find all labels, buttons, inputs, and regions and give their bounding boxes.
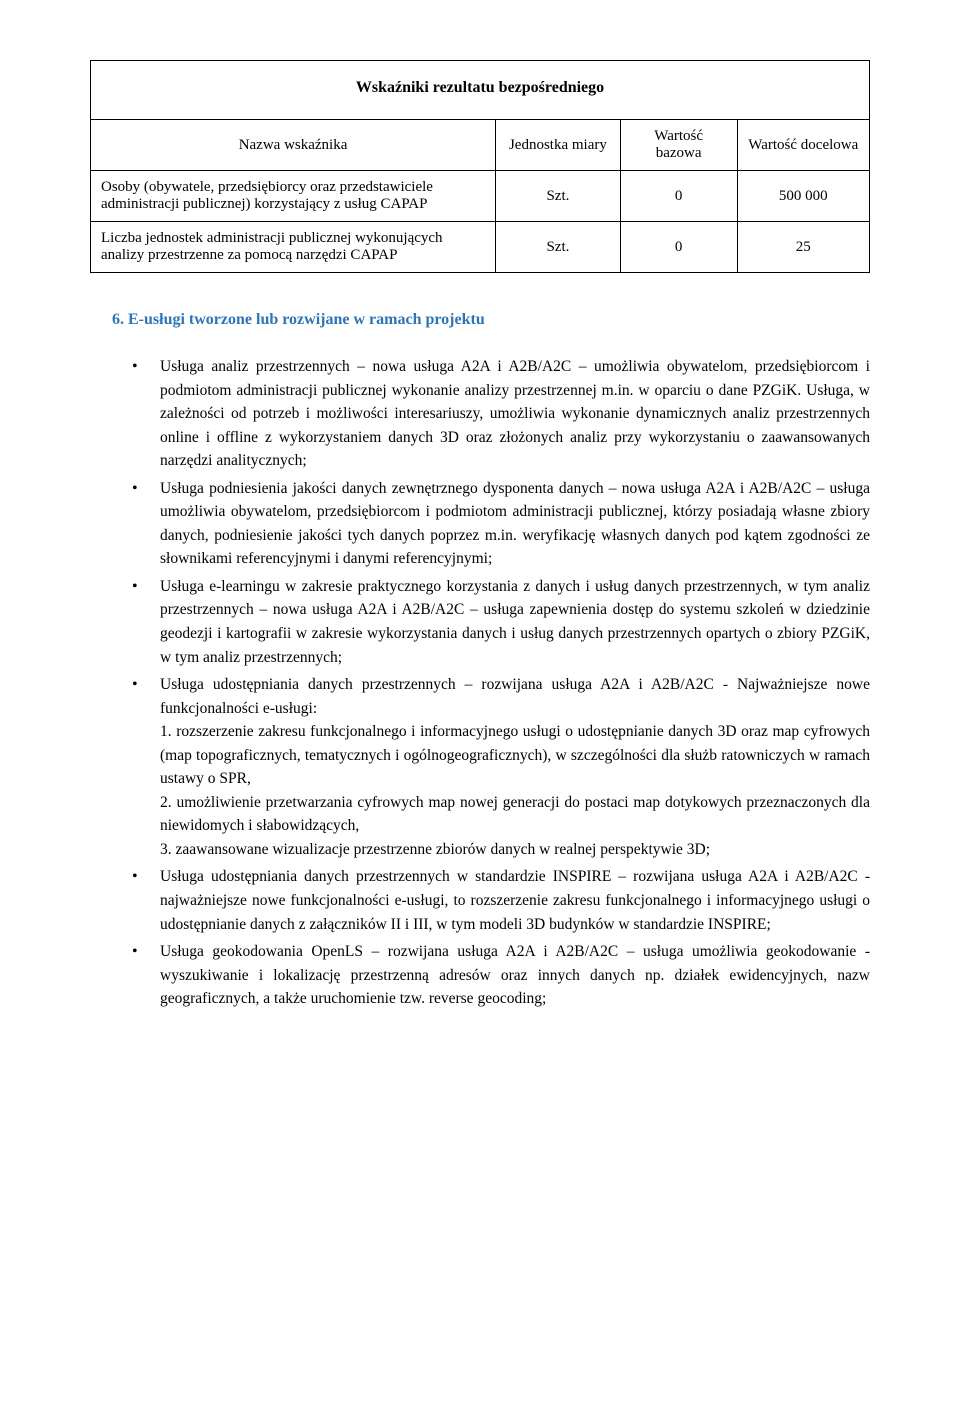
- cell-unit: Szt.: [496, 222, 621, 273]
- table-header-row: Nazwa wskaźnika Jednostka miary Wartość …: [91, 120, 870, 171]
- section-number: 6.: [112, 311, 124, 328]
- cell-target: 25: [737, 222, 869, 273]
- list-item: Usługa geokodowania OpenLS – rozwijana u…: [132, 940, 870, 1011]
- header-name: Nazwa wskaźnika: [91, 120, 496, 171]
- table-row: Osoby (obywatele, przedsiębiorcy oraz pr…: [91, 171, 870, 222]
- indicators-table: Wskaźniki rezultatu bezpośredniego Nazwa…: [90, 60, 870, 273]
- table-row: Liczba jednostek administracji publiczne…: [91, 222, 870, 273]
- list-item: Usługa udostępniania danych przestrzenny…: [132, 673, 870, 861]
- list-item: Usługa udostępniania danych przestrzenny…: [132, 865, 870, 936]
- cell-name: Liczba jednostek administracji publiczne…: [91, 222, 496, 273]
- cell-base: 0: [620, 171, 737, 222]
- header-base: Wartość bazowa: [620, 120, 737, 171]
- cell-name: Osoby (obywatele, przedsiębiorcy oraz pr…: [91, 171, 496, 222]
- cell-base: 0: [620, 222, 737, 273]
- bullet-text: Usługa analiz przestrzennych – nowa usłu…: [160, 358, 870, 469]
- section-heading: 6. E-usługi tworzone lub rozwijane w ram…: [112, 311, 870, 329]
- bullet-text: Usługa udostępniania danych przestrzenny…: [160, 676, 870, 858]
- table-title-row: Wskaźniki rezultatu bezpośredniego: [91, 61, 870, 120]
- document-page: Wskaźniki rezultatu bezpośredniego Nazwa…: [0, 0, 960, 1075]
- section-title: E-usługi tworzone lub rozwijane w ramach…: [128, 311, 485, 328]
- bullet-list: Usługa analiz przestrzennych – nowa usłu…: [90, 355, 870, 1011]
- bullet-text: Usługa e-learningu w zakresie praktyczne…: [160, 578, 870, 666]
- cell-target: 500 000: [737, 171, 869, 222]
- bullet-text: Usługa geokodowania OpenLS – rozwijana u…: [160, 943, 870, 1007]
- bullet-text: Usługa udostępniania danych przestrzenny…: [160, 868, 870, 932]
- header-unit: Jednostka miary: [496, 120, 621, 171]
- list-item: Usługa podniesienia jakości danych zewnę…: [132, 477, 870, 571]
- list-item: Usługa analiz przestrzennych – nowa usłu…: [132, 355, 870, 473]
- list-item: Usługa e-learningu w zakresie praktyczne…: [132, 575, 870, 669]
- table-title: Wskaźniki rezultatu bezpośredniego: [101, 69, 859, 111]
- cell-unit: Szt.: [496, 171, 621, 222]
- header-target: Wartość docelowa: [737, 120, 869, 171]
- bullet-text: Usługa podniesienia jakości danych zewnę…: [160, 480, 870, 568]
